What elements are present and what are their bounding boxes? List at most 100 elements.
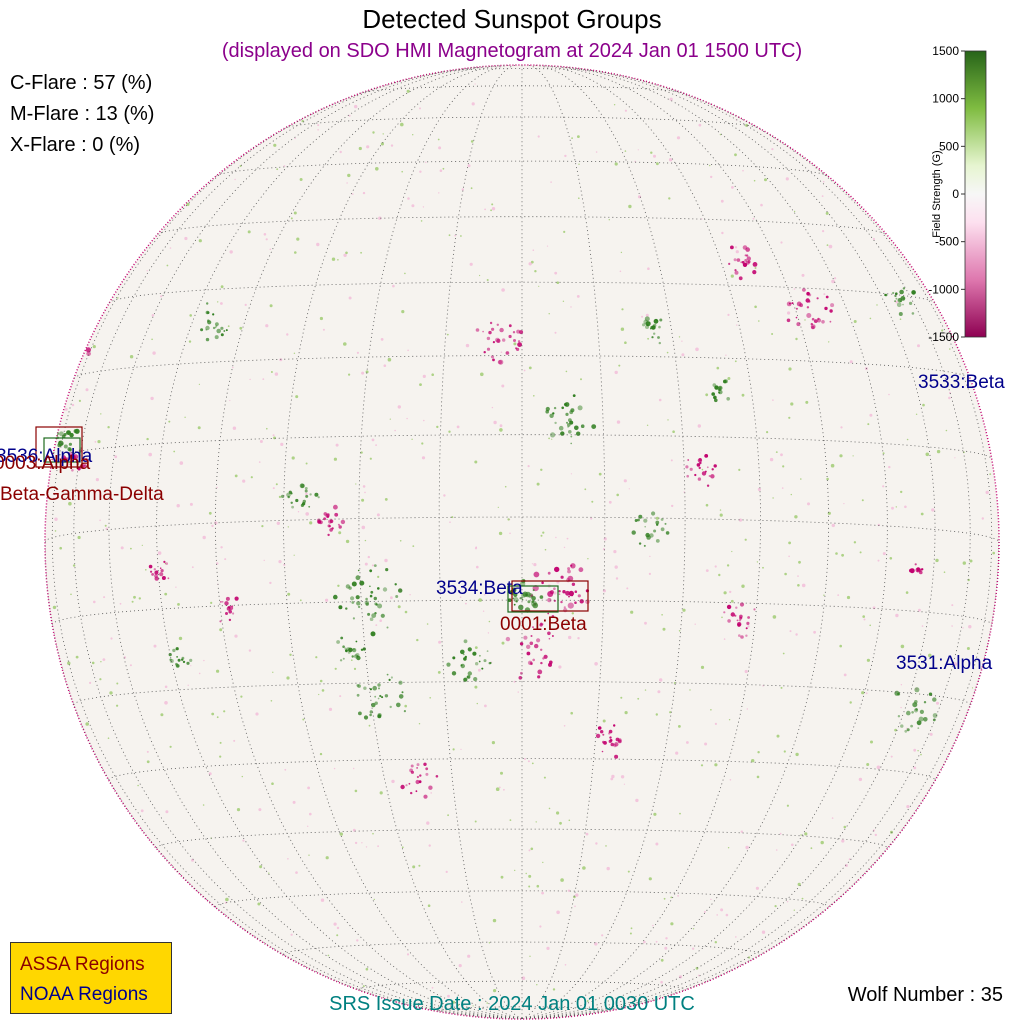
magnetic-feature: [396, 702, 401, 708]
magnetic-speckle: [578, 163, 580, 165]
magnetic-speckle: [244, 303, 247, 306]
magnetic-speckle: [820, 840, 824, 845]
magnetic-feature: [168, 653, 172, 657]
magnetic-feature: [806, 306, 810, 309]
magnetic-speckle: [753, 179, 756, 182]
magnetic-feature: [505, 351, 510, 355]
magnetic-speckle: [742, 169, 744, 172]
magnetic-feature: [369, 594, 373, 598]
magnetic-speckle: [769, 457, 774, 462]
magnetic-speckle: [734, 246, 738, 249]
magnetic-feature: [207, 320, 212, 325]
magnetic-speckle: [682, 608, 686, 612]
magnetic-speckle: [678, 630, 681, 632]
magnetic-feature: [76, 345, 79, 348]
magnetic-feature: [492, 358, 495, 362]
magnetic-feature: [385, 568, 389, 572]
magnetic-speckle: [229, 399, 231, 402]
magnetic-speckle: [77, 535, 81, 540]
magnetic-speckle: [321, 689, 325, 692]
magnetic-speckle: [97, 440, 101, 444]
colorbar-tick-label: -1500: [928, 330, 959, 344]
magnetic-speckle: [377, 575, 380, 579]
magnetic-speckle: [789, 630, 792, 633]
magnetic-speckle: [356, 351, 359, 354]
magnetic-speckle: [797, 584, 800, 587]
magnetic-feature: [665, 531, 670, 535]
magnetic-speckle: [400, 122, 404, 127]
magnetic-speckle: [585, 832, 589, 836]
magnetic-speckle: [921, 625, 924, 627]
magnetic-speckle: [953, 662, 958, 666]
magnetic-speckle: [229, 250, 233, 254]
magnetic-speckle: [576, 295, 580, 298]
magnetic-feature: [802, 288, 806, 292]
magnetic-feature: [614, 754, 619, 759]
magnetic-speckle: [535, 821, 537, 823]
magnetic-feature: [482, 330, 484, 333]
magnetic-feature: [713, 395, 717, 400]
magnetic-speckle: [286, 333, 289, 336]
latitude-line: [284, 116, 760, 129]
magnetic-feature: [418, 780, 422, 784]
magnetic-feature: [724, 379, 728, 384]
magnetic-feature: [172, 648, 176, 653]
magnetic-feature: [911, 312, 915, 315]
magnetic-speckle: [305, 492, 308, 496]
magnetic-speckle: [348, 373, 351, 376]
magnetic-speckle: [361, 842, 363, 844]
magnetic-speckle: [628, 204, 632, 209]
magnetic-feature: [517, 342, 522, 347]
magnetic-feature: [915, 708, 918, 711]
magnetic-speckle: [94, 441, 97, 443]
magnetic-feature: [338, 605, 343, 610]
magnetic-feature: [570, 564, 573, 567]
magnetic-speckle: [730, 274, 734, 278]
magnetic-speckle: [501, 641, 505, 645]
magnetic-speckle: [943, 571, 946, 573]
magnetic-speckle: [268, 872, 270, 874]
magnetic-speckle: [208, 772, 212, 776]
magnetic-speckle: [538, 285, 540, 287]
magnetic-speckle: [552, 988, 556, 991]
magnetic-speckle: [474, 820, 477, 823]
magnetic-speckle: [825, 211, 829, 215]
magnetic-speckle: [276, 521, 280, 525]
magnetic-speckle: [582, 866, 586, 870]
magnetic-speckle: [114, 455, 118, 459]
magnetic-speckle: [677, 895, 679, 897]
magnetic-speckle: [671, 504, 674, 508]
magnetic-speckle: [460, 235, 462, 237]
magnetic-speckle: [985, 490, 989, 495]
magnetic-speckle: [270, 371, 273, 373]
magnetic-feature: [405, 784, 408, 787]
magnetic-feature: [355, 640, 358, 643]
magnetic-feature: [398, 680, 403, 685]
magnetic-speckle: [198, 239, 202, 243]
magnetic-feature: [410, 764, 414, 768]
magnetic-speckle: [756, 775, 760, 779]
magnetic-feature: [711, 392, 715, 396]
magnetic-feature: [561, 406, 564, 410]
magnetic-feature: [543, 654, 548, 659]
magnetic-speckle: [460, 748, 462, 751]
magnetic-speckle: [211, 524, 214, 528]
magnetic-speckle: [849, 701, 852, 704]
magnetic-feature: [352, 648, 357, 653]
magnetic-feature: [895, 297, 898, 300]
magnetic-speckle: [660, 958, 664, 962]
magnetic-speckle: [179, 461, 184, 465]
magnetic-speckle: [614, 565, 618, 569]
magnetic-speckle: [786, 901, 789, 903]
magnetic-speckle: [586, 1000, 589, 1002]
magnetic-speckle: [99, 678, 102, 681]
magnetic-feature: [215, 322, 219, 326]
magnetic-speckle: [287, 858, 289, 860]
magnetic-speckle: [701, 218, 703, 220]
magnetic-feature: [57, 443, 62, 448]
magnetic-speckle: [392, 284, 395, 288]
magnetic-speckle: [187, 684, 189, 686]
magnetic-speckle: [556, 811, 560, 815]
magnetic-feature: [547, 597, 552, 603]
magnetic-feature: [531, 596, 536, 601]
